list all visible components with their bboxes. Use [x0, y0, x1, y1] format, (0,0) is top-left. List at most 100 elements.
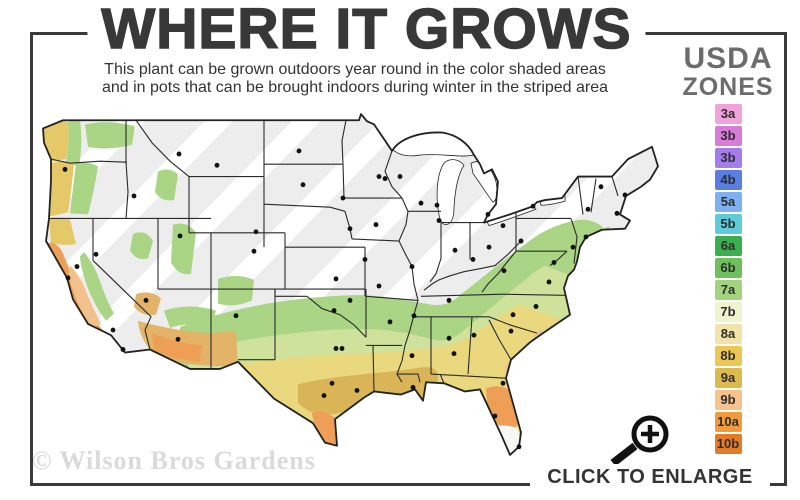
city-dot: [62, 166, 68, 172]
city-dot: [93, 251, 99, 257]
city-dot: [446, 297, 452, 303]
city-dot: [143, 297, 149, 303]
city-dot: [551, 260, 557, 265]
city-dot: [347, 297, 353, 303]
city-dot: [176, 151, 182, 157]
legend-zone-3a: 3a: [714, 104, 742, 124]
city-dot: [451, 351, 457, 357]
city-dot: [339, 346, 345, 351]
usda-zones-legend: USDA ZONES 3a 3b 3b 4b 5a 5b 6a 6b 7a 7b 8a 8b 9a 9b 1…: [682, 44, 774, 456]
legend-zone-list: 3a 3b 3b 4b 5a 5b 6a 6b 7a 7b 8a 8b 9a 9b 10a 10b: [682, 104, 774, 454]
page-title: WHERE IT GROWS: [101, 0, 632, 61]
city-dot: [397, 174, 403, 179]
legend-title-usda: USDA: [683, 42, 773, 75]
subtitle: This plant can be grown outdoors year ro…: [55, 61, 655, 96]
city-dot: [434, 202, 440, 208]
city-dot: [622, 192, 628, 198]
city-dot: [354, 387, 360, 393]
city-dot: [362, 256, 368, 262]
city-dot: [500, 223, 506, 229]
city-dot: [331, 308, 337, 314]
city-dot: [296, 148, 302, 154]
city-dot: [74, 264, 80, 270]
legend-zone-10b: 10b: [714, 434, 742, 454]
city-dot: [340, 195, 346, 201]
city-dot: [376, 283, 382, 289]
legend-title-zones: ZONES: [682, 73, 774, 101]
city-dot: [347, 226, 353, 232]
city-dot: [110, 327, 116, 333]
city-dot: [614, 210, 620, 216]
state-borders: [49, 119, 619, 392]
title-block: WHERE IT GROWS: [87, 0, 646, 61]
legend-zone-6b: 6b: [714, 258, 742, 278]
us-zone-map[interactable]: [40, 110, 660, 458]
city-dot: [486, 244, 492, 250]
city-dot: [253, 229, 259, 235]
city-dot: [530, 203, 536, 209]
subtitle-line-2: and in pots that can be brought indoors …: [101, 78, 609, 96]
city-dot: [500, 380, 506, 386]
city-dot: [508, 328, 514, 334]
city-dot: [409, 353, 415, 359]
legend-zone-10a: 10a: [714, 412, 742, 432]
city-dot: [446, 335, 452, 341]
city-dot: [214, 162, 220, 168]
great-lakes: [391, 132, 566, 227]
city-dot: [452, 247, 458, 253]
city-dot: [251, 248, 257, 254]
enlarge-label[interactable]: CLICK TO ENLARGE: [530, 464, 770, 491]
city-dot: [177, 233, 183, 239]
city-dot: [233, 313, 239, 319]
city-dot: [131, 193, 137, 199]
city-dot: [410, 384, 416, 390]
city-dot: [570, 244, 576, 250]
legend-zone-9a: 9a: [714, 368, 742, 388]
city-dot: [387, 319, 393, 325]
city-dot: [329, 380, 335, 386]
us-outline: [42, 113, 659, 456]
city-dot: [485, 211, 491, 217]
city-dot: [585, 206, 591, 212]
city-dot: [470, 256, 476, 262]
legend-zone-4b: 4b: [714, 170, 742, 190]
legend-zone-7a: 7a: [714, 280, 742, 300]
city-dots: [62, 148, 628, 450]
subtitle-line-1: This plant can be grown outdoors year ro…: [104, 61, 606, 78]
city-dot: [518, 238, 524, 244]
legend-zone-5a: 5a: [714, 192, 742, 212]
city-dot: [418, 200, 424, 206]
legend-zone-3b: 3b: [714, 148, 742, 168]
city-dot: [546, 279, 552, 285]
city-dot: [120, 347, 126, 352]
city-dot: [373, 222, 379, 228]
city-dot: [333, 276, 339, 282]
city-dot: [321, 393, 327, 399]
city-dot: [382, 176, 388, 182]
legend-zone-5b: 5b: [714, 214, 742, 234]
city-dot: [333, 346, 339, 351]
magnifier-zoom-icon: [610, 415, 669, 466]
city-dot: [376, 174, 382, 179]
city-dot: [436, 218, 442, 223]
enlarge-button[interactable]: CLICK TO ENLARGE: [530, 400, 780, 495]
city-dot: [510, 312, 516, 318]
city-dot: [501, 268, 507, 274]
legend-zone-9b: 9b: [714, 390, 742, 410]
city-dot: [300, 182, 306, 188]
legend-zone-8a: 8a: [714, 324, 742, 344]
city-dot: [175, 336, 181, 342]
city-dot: [598, 184, 604, 190]
legend-zone-6a: 6a: [714, 236, 742, 256]
city-dot: [65, 275, 71, 281]
city-dot: [411, 313, 417, 319]
city-dot: [583, 234, 589, 240]
city-dot: [409, 264, 415, 270]
legend-zone-7b: 7b: [714, 302, 742, 322]
legend-zone-8b: 8b: [714, 346, 742, 366]
legend-zone-3b: 3b: [714, 126, 742, 146]
city-dot: [516, 444, 522, 450]
city-dot: [492, 413, 498, 419]
city-dot: [533, 304, 539, 309]
